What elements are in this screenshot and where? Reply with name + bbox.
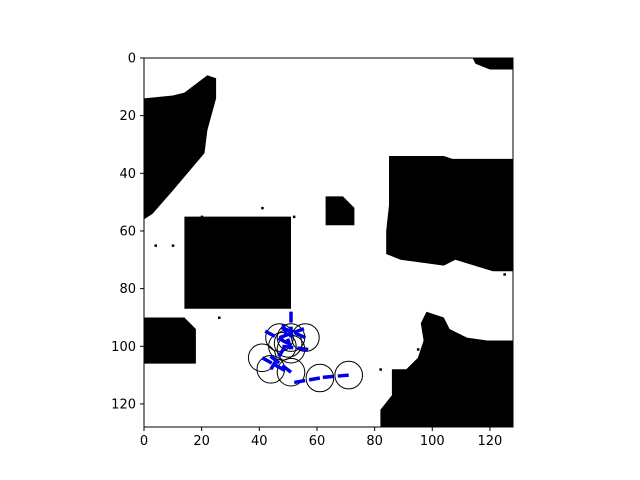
robot-heading xyxy=(268,354,293,374)
x-tick-label: 60 xyxy=(309,434,326,449)
y-tick-label: 40 xyxy=(119,167,136,182)
obstacle-speckle xyxy=(503,273,506,276)
robot-footprint xyxy=(265,323,294,352)
axes-frame xyxy=(143,57,514,428)
robot-heading xyxy=(279,325,307,340)
robot-footprint xyxy=(276,357,306,387)
obstacle-right-block xyxy=(386,156,513,272)
y-tick-label: 80 xyxy=(119,282,136,297)
obstacle-speckle xyxy=(218,316,221,319)
x-tick-label: 80 xyxy=(366,434,383,449)
obstacle-speckle xyxy=(416,348,420,351)
x-tick-label: 120 xyxy=(478,434,503,449)
x-tick-label: 100 xyxy=(420,434,445,449)
robot-heading xyxy=(278,326,306,340)
x-axis-ticks: 0 20 40 60 80 100 120 xyxy=(140,427,502,449)
robot-heading xyxy=(269,345,287,371)
x-tick-label: 0 xyxy=(140,434,148,449)
y-tick-label: 120 xyxy=(111,397,136,412)
y-axis-ticks: 0 20 40 60 80 100 120 xyxy=(111,52,144,412)
obstacle-bottom-right-mass xyxy=(380,311,513,427)
obstacle-top-right-corner xyxy=(472,58,513,70)
obstacle-small-square xyxy=(325,196,355,226)
obstacle-speckle xyxy=(463,336,466,340)
robot-heading xyxy=(321,373,349,380)
occupancy-map xyxy=(144,58,513,427)
obstacle-top-left-slab xyxy=(144,75,217,220)
x-tick-label: 20 xyxy=(193,434,210,449)
obstacle-speckle xyxy=(154,244,157,247)
robot-heading xyxy=(292,376,321,385)
x-tick-label: 40 xyxy=(251,434,268,449)
obstacle-speckle xyxy=(171,244,175,247)
obstacle-bottom-left-blob xyxy=(144,317,196,364)
robot-footprint xyxy=(247,343,277,373)
y-tick-label: 0 xyxy=(128,52,136,67)
obstacle-speckle xyxy=(200,215,204,219)
obstacle-left-block xyxy=(184,216,291,309)
obstacle-speckle xyxy=(261,206,264,210)
robot-heading xyxy=(263,328,289,345)
obstacle-speckle xyxy=(379,368,382,371)
robot-poses xyxy=(247,310,364,393)
robot-footprint xyxy=(334,360,364,390)
y-tick-label: 20 xyxy=(119,109,136,124)
robot-heading xyxy=(261,356,287,373)
y-tick-label: 100 xyxy=(111,340,136,355)
obstacle-speckle xyxy=(292,215,296,219)
robot-heading xyxy=(282,344,310,352)
y-tick-label: 60 xyxy=(119,224,136,239)
